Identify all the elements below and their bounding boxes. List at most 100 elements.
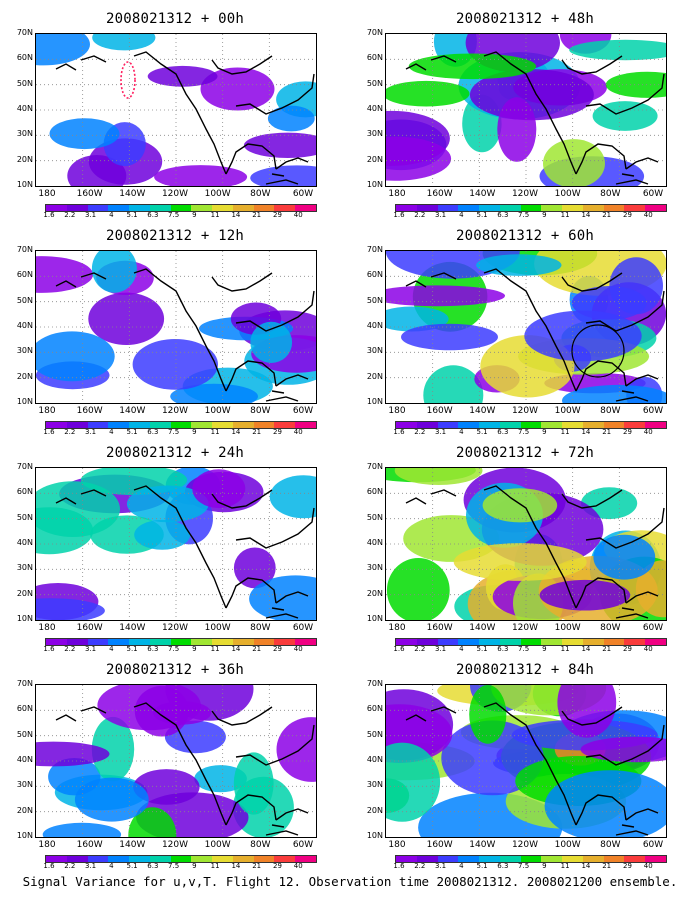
colorbar-swatch <box>541 205 563 211</box>
colorbar-swatch <box>645 205 666 211</box>
lon-tick-label: 140W <box>469 623 496 633</box>
coastline <box>405 489 649 619</box>
lon-tick-label: 80W <box>600 840 621 850</box>
variance-field <box>36 468 316 620</box>
colorbar-label: 40 <box>293 211 303 219</box>
colorbar-label: 6.3 <box>147 211 159 219</box>
panel-title: 2008021312 + 84h <box>455 662 595 678</box>
lon-tick-label: 80W <box>600 406 621 416</box>
lat-tick-label: 50N <box>16 729 33 739</box>
lon-tick-label: 140W <box>119 840 146 850</box>
lat-tick-label: 40N <box>16 538 33 547</box>
colorbar-swatch <box>149 205 171 211</box>
colorbar <box>45 421 317 429</box>
colorbar-label: 3.1 <box>84 862 97 870</box>
colorbar-label: 3.1 <box>434 862 447 870</box>
lat-tick-label: 30N <box>366 563 383 573</box>
colorbar-label: 4 <box>109 211 114 219</box>
colorbar-label: 29 <box>272 862 282 870</box>
lat-tick-label: 20N <box>366 805 383 815</box>
colorbar-label: 9 <box>542 428 547 436</box>
colorbar-swatch <box>274 205 296 211</box>
lat-tick-label: 20N <box>366 371 383 381</box>
colorbar-label: 4 <box>459 428 464 436</box>
colorbar-swatch <box>582 639 604 645</box>
lon-tick-label: 120W <box>511 623 539 633</box>
colorbar <box>395 855 667 863</box>
lat-tick-label: 50N <box>16 512 33 522</box>
lon-tick-label: 180 <box>388 623 406 633</box>
highlight-circle <box>571 324 625 378</box>
lon-tick-label: 100W <box>554 406 581 416</box>
colorbar-label: 11 <box>210 428 220 436</box>
lat-tick-label: 40N <box>16 104 33 113</box>
colorbar-swatch <box>562 205 583 211</box>
colorbar-swatch <box>479 205 500 211</box>
lon-tick-label: 60W <box>642 406 664 416</box>
coastline <box>133 485 315 609</box>
lat-tick-label: 40N <box>366 538 383 547</box>
colorbar-swatch <box>562 856 583 862</box>
colorbar-swatch <box>87 205 109 211</box>
colorbar-label: 29 <box>622 862 632 870</box>
colorbar-label: 3.1 <box>84 211 97 219</box>
colorbar-swatch <box>149 639 171 645</box>
map-panel <box>35 33 317 187</box>
colorbar-swatch <box>129 856 150 862</box>
colorbar-label: 40 <box>293 428 303 436</box>
colorbar-label: 7.5 <box>518 862 530 870</box>
lon-tick-label: 160W <box>76 840 103 850</box>
lon-tick-label: 160W <box>76 623 103 633</box>
lon-tick-label: 100W <box>204 406 231 416</box>
lat-tick-label: 40N <box>366 321 383 330</box>
colorbar-label: 6.3 <box>147 862 159 870</box>
colorbar-label: 2.2 <box>64 211 76 219</box>
lon-tick-label: 180 <box>38 189 56 199</box>
lat-tick-label: 50N <box>16 295 33 305</box>
lat-tick-label: 50N <box>366 295 383 305</box>
colorbar-label: 9 <box>192 428 197 436</box>
colorbar-swatch <box>396 856 417 862</box>
lat-tick-label: 40N <box>16 755 33 764</box>
colorbar-label: 29 <box>272 211 282 219</box>
lon-tick-label: 180 <box>38 840 56 850</box>
colorbar-label: 4 <box>109 862 114 870</box>
lat-tick-label: 70N <box>16 679 33 688</box>
colorbar-label: 7.5 <box>168 645 180 653</box>
panel-title: 2008021312 + 72h <box>455 445 595 461</box>
colorbar-swatch <box>603 205 625 211</box>
colorbar-label: 40 <box>643 211 653 219</box>
lat-tick-label: 60N <box>16 270 33 280</box>
lat-tick-label: 70N <box>366 245 383 254</box>
colorbar-label: 5.1 <box>476 211 488 219</box>
lat-tick-label: 70N <box>366 28 383 37</box>
colorbar-swatch <box>582 205 604 211</box>
panel-title: 2008021312 + 24h <box>105 445 245 461</box>
lon-tick-label: 120W <box>511 406 539 416</box>
lat-tick-label: 40N <box>16 321 33 330</box>
coastline <box>133 51 315 175</box>
colorbar-label: 9 <box>192 862 197 870</box>
lon-tick-label: 160W <box>76 189 103 199</box>
colorbar-swatch <box>624 856 646 862</box>
map-panel <box>35 250 317 404</box>
lon-tick-label: 80W <box>250 406 271 416</box>
colorbar-swatch <box>108 422 130 428</box>
colorbar-swatch <box>645 856 666 862</box>
coastline <box>405 55 649 185</box>
colorbar-label: 6.3 <box>497 428 509 436</box>
coastline <box>55 55 299 185</box>
colorbar <box>395 204 667 212</box>
colorbar-swatch <box>191 856 213 862</box>
lon-tick-label: 80W <box>250 840 271 850</box>
colorbar-label: 6.3 <box>147 428 159 436</box>
colorbar-swatch <box>46 205 67 211</box>
lat-tick-label: 50N <box>366 729 383 739</box>
colorbar-swatch <box>437 639 459 645</box>
colorbar-swatch <box>46 639 67 645</box>
lat-tick-label: 20N <box>16 154 33 164</box>
colorbar-label: 14 <box>581 645 591 653</box>
colorbar-label: 29 <box>272 428 282 436</box>
lat-tick-label: 10N <box>366 831 383 840</box>
lon-tick-label: 100W <box>554 623 581 633</box>
